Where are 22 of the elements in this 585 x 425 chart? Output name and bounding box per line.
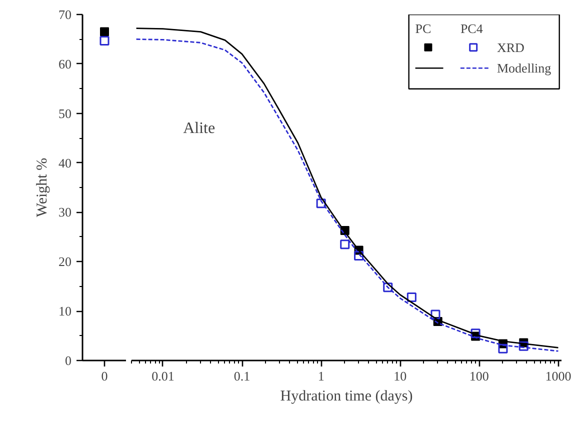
annotation: PC [415, 20, 432, 36]
x-tick-label: 100 [469, 368, 489, 384]
x-axis-title: Hydration time (days) [280, 388, 413, 404]
x-tick-label: 10 [394, 368, 407, 384]
y-tick-label: 10 [58, 304, 72, 319]
legend-label: XRD [497, 40, 524, 55]
x-tick-label: 0.1 [234, 368, 250, 384]
annotation: PC4 [460, 20, 484, 36]
y-axis-title: Weight % [34, 158, 50, 218]
y-tick-label: 0 [65, 353, 72, 368]
legend-label: Modelling [497, 60, 552, 76]
x-tick-label: 1000 [545, 368, 572, 384]
y-tick-label: 50 [58, 106, 72, 121]
y-tick-label: 70 [58, 7, 72, 22]
y-tick-label: 20 [58, 254, 72, 270]
y-tick-label: 40 [58, 155, 72, 170]
y-tick-label: 60 [58, 56, 72, 72]
x-tick-label: 0 [101, 368, 108, 384]
x-tick-label: 1 [318, 368, 324, 384]
y-tick-label: 30 [58, 204, 72, 220]
annotation: Alite [183, 120, 216, 138]
x-tick-label: 0.01 [152, 368, 174, 384]
